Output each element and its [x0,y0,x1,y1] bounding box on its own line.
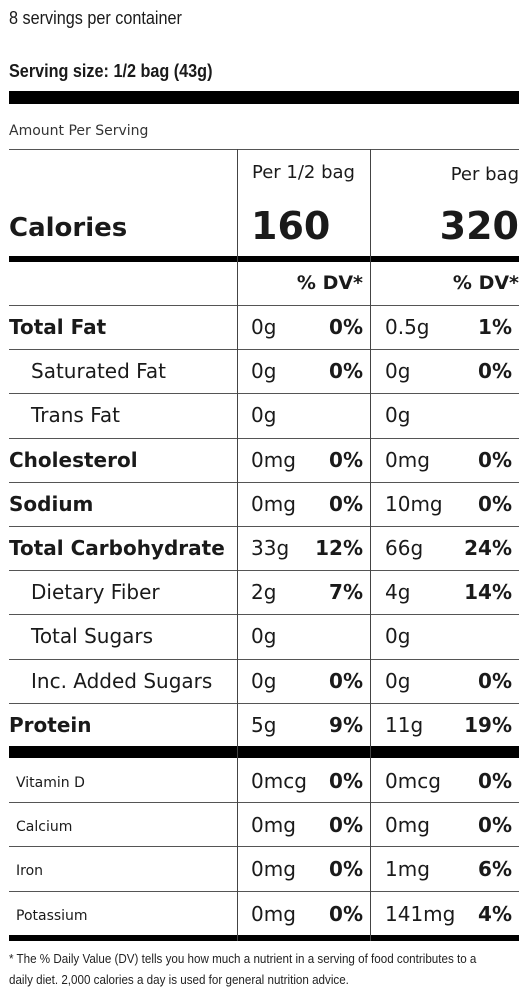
nutrient-label: Trans Fat [31,403,120,428]
dv-per-bag: 1% [478,315,512,339]
dv-per-bag: 0% [478,447,512,472]
dv-per-half-bag: 7% [329,580,363,605]
nutrient-label: Inc. Added Sugars [31,668,213,693]
amount-per-half-bag: 0mg [251,857,296,882]
divider [9,802,519,803]
amount-per-half-bag: 0g [251,624,277,649]
dv-per-bag: 19% [464,712,512,737]
dv-per-half-bag: 0% [329,813,363,838]
amount-per-half-bag: 0mcg [251,769,307,793]
amount-per-bag: 11g [385,712,424,737]
nutrient-label: Dietary Fiber [31,580,160,605]
divider [9,570,519,571]
dv-per-half-bag: 0% [329,359,363,384]
divider [9,305,519,306]
vitamin-label: Calcium [16,819,73,836]
dv-per-half-bag: 0% [329,668,363,693]
amount-per-half-bag: 0mg [251,491,296,516]
amount-per-bag: 0g [385,668,411,693]
amount-per-bag: 0mcg [385,769,441,793]
dv-per-bag: 6% [478,857,512,882]
dv-per-half-bag: 0% [329,857,363,882]
dv-per-bag: 4% [478,901,512,926]
bottom-thick-bar [9,935,519,941]
servings-per-container: 8 servings per container [9,8,182,28]
calories-value-per-bag: 320 [439,204,519,248]
calories-label: Calories [9,213,128,243]
amount-per-half-bag: 0mg [251,901,296,926]
dv-per-half-bag: 9% [329,712,363,737]
top-thick-bar [9,91,519,104]
footnote: * The % Daily Value (DV) tells you how m… [9,952,477,987]
dv-per-half-bag: 0% [329,447,363,472]
divider [9,614,519,615]
dv-per-bag: 0% [478,668,512,693]
vitamin-label: Iron [16,863,44,880]
nutrient-label: Saturated Fat [31,359,166,384]
amount-per-bag: 0g [385,624,411,649]
nutrient-label: Cholesterol [9,447,138,472]
amount-per-half-bag: 0mg [251,813,296,838]
divider [9,703,519,704]
amount-per-half-bag: 5g [251,712,277,737]
amount-per-half-bag: 0mg [251,447,296,472]
amount-per-bag: 1mg [385,857,430,882]
amount-per-half-bag: 2g [251,580,277,605]
amount-per-bag: 141mg [385,901,456,926]
amount-per-bag: 0g [385,403,411,428]
column-divider-1 [237,149,238,941]
amount-per-bag: 10mg [385,491,443,516]
nutrient-label: Total Fat [9,315,107,339]
col1-header: Per 1/2 bag [252,162,355,183]
dv-per-half-bag: 0% [329,491,363,516]
vitamin-label: Vitamin D [16,775,85,791]
divider [9,438,519,439]
col2-header: Per bag [450,164,519,185]
dv-per-bag: 14% [464,580,512,605]
amount-per-serving: Amount Per Serving [9,123,149,139]
nutrient-label: Sodium [9,491,94,516]
amount-per-half-bag: 33g [251,536,290,560]
vitamin-label: Potassium [16,907,88,924]
divider [9,846,519,847]
calories-bar [9,256,519,262]
dv-per-half-bag: 0% [329,769,363,793]
dv-per-half-bag: 12% [315,536,363,560]
divider [9,482,519,483]
divider [9,349,519,350]
dv-per-bag: 0% [478,769,512,793]
dv-per-half-bag: 0% [329,901,363,926]
divider [9,526,519,527]
dv-per-bag: 0% [478,813,512,838]
dv-header-col2: % DV* [452,272,519,294]
amount-per-bag: 0mg [385,813,430,838]
divider [9,149,519,150]
dv-per-half-bag: 0% [329,315,363,339]
protein-thick-bar [9,746,519,758]
amount-per-bag: 0.5g [385,315,430,339]
calories-value-per-half-bag: 160 [251,204,331,248]
nutrient-label: Total Carbohydrate [9,536,225,560]
nutrient-label: Protein [9,712,92,737]
nutrient-label: Total Sugars [31,624,154,649]
divider [9,891,519,892]
amount-per-half-bag: 0g [251,403,277,428]
dv-header-col1: % DV* [296,272,363,294]
dv-per-bag: 0% [478,359,512,384]
dv-per-bag: 0% [478,491,512,516]
amount-per-half-bag: 0g [251,359,277,384]
divider [9,659,519,660]
amount-per-bag: 0mg [385,447,430,472]
amount-per-bag: 0g [385,359,411,384]
serving-size: Serving size: 1/2 bag (43g) [9,61,213,81]
divider [9,393,519,394]
amount-per-half-bag: 0g [251,315,277,339]
amount-per-bag: 4g [385,580,411,605]
dv-per-bag: 24% [464,536,512,560]
column-divider-2 [370,149,371,941]
amount-per-half-bag: 0g [251,668,277,693]
amount-per-bag: 66g [385,536,424,560]
